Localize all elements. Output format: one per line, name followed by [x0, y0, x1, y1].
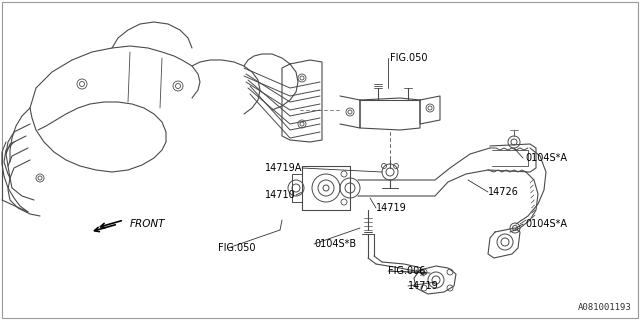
Text: 14719: 14719: [408, 281, 439, 291]
Text: 0104S*B: 0104S*B: [314, 239, 356, 249]
Text: 14710: 14710: [265, 190, 296, 200]
Text: A081001193: A081001193: [579, 303, 632, 312]
Text: 14726: 14726: [488, 187, 519, 197]
Text: 14719A: 14719A: [264, 163, 302, 173]
Text: FIG.006: FIG.006: [388, 266, 426, 276]
Text: FIG.050: FIG.050: [390, 53, 428, 63]
Text: 14719: 14719: [376, 203, 407, 213]
Text: 0104S*A: 0104S*A: [525, 153, 567, 163]
Text: FRONT: FRONT: [130, 219, 166, 229]
Text: 0104S*A: 0104S*A: [525, 219, 567, 229]
Text: FIG.050: FIG.050: [218, 243, 255, 253]
